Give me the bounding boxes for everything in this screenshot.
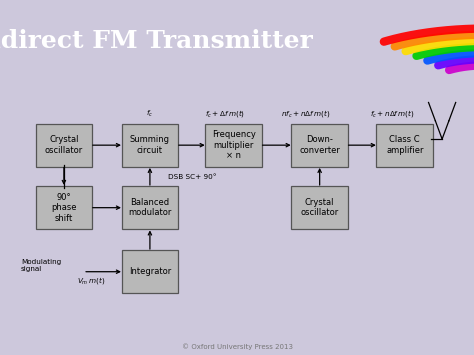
Text: 90°
phase
shift: 90° phase shift xyxy=(51,193,77,223)
Text: DSB SC+ 90°: DSB SC+ 90° xyxy=(168,174,217,180)
FancyBboxPatch shape xyxy=(376,124,433,166)
Text: Balanced
modulator: Balanced modulator xyxy=(128,198,172,217)
FancyBboxPatch shape xyxy=(122,186,178,229)
Text: $f_c$: $f_c$ xyxy=(146,109,154,119)
Text: Modulating
signal: Modulating signal xyxy=(21,259,62,272)
FancyBboxPatch shape xyxy=(122,250,178,293)
FancyBboxPatch shape xyxy=(122,124,178,166)
Text: Integrator: Integrator xyxy=(129,267,171,276)
Text: $f_c + n\Delta f\,m(t)$: $f_c + n\Delta f\,m(t)$ xyxy=(370,108,414,119)
FancyBboxPatch shape xyxy=(292,186,348,229)
FancyBboxPatch shape xyxy=(292,124,348,166)
FancyBboxPatch shape xyxy=(205,124,262,166)
Text: $V_m\,m(t)$: $V_m\,m(t)$ xyxy=(77,275,105,286)
Text: Crystal
oscillator: Crystal oscillator xyxy=(301,198,339,217)
Text: $nf_c + n\Delta f\,m(t)$: $nf_c + n\Delta f\,m(t)$ xyxy=(282,108,331,119)
Text: Summing
circuit: Summing circuit xyxy=(130,136,170,155)
Text: © Oxford University Press 2013: © Oxford University Press 2013 xyxy=(182,343,292,350)
FancyBboxPatch shape xyxy=(36,186,92,229)
FancyBboxPatch shape xyxy=(36,124,92,166)
Text: Frequency
multiplier
× n: Frequency multiplier × n xyxy=(212,130,255,160)
Text: Class C
amplifier: Class C amplifier xyxy=(386,136,423,155)
Text: Crystal
oscillator: Crystal oscillator xyxy=(45,136,83,155)
Text: $f_c + \Delta f\,m(t)$: $f_c + \Delta f\,m(t)$ xyxy=(205,108,245,119)
Text: Down-
converter: Down- converter xyxy=(299,136,340,155)
Text: Indirect FM Transmitter: Indirect FM Transmitter xyxy=(0,29,313,53)
